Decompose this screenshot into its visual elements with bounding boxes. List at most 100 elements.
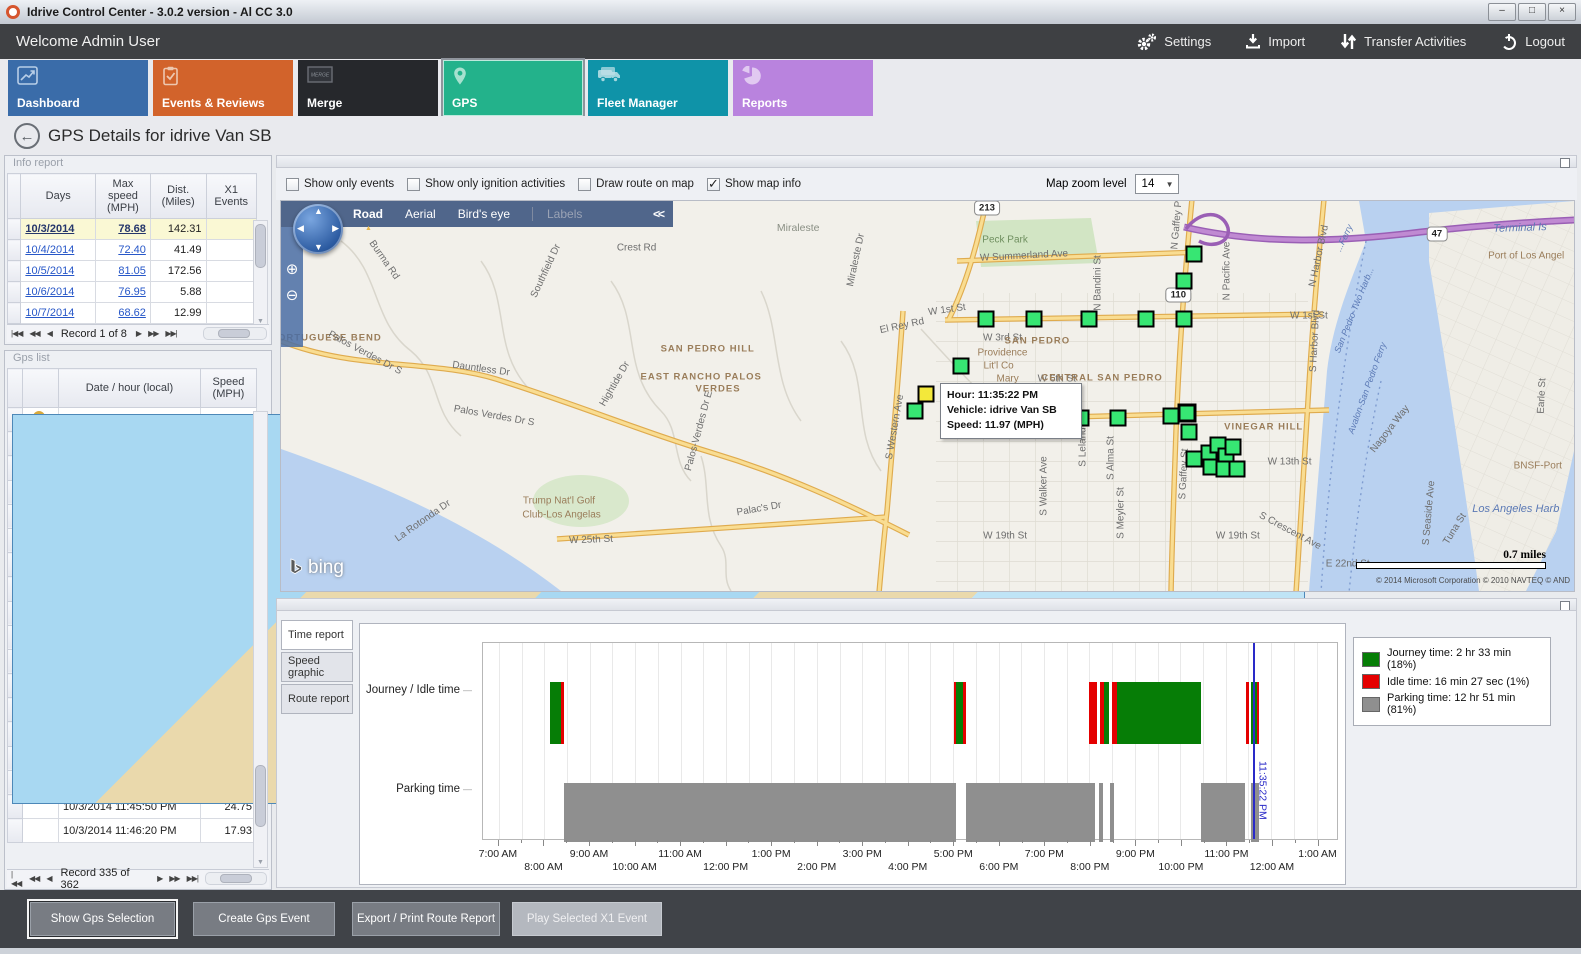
gps-point-marker[interactable]: [917, 385, 935, 403]
gps-point-marker[interactable]: [1224, 438, 1242, 456]
scroll-down-icon[interactable]: ▼: [257, 859, 264, 866]
tab-fleet-manager[interactable]: Fleet Manager: [588, 59, 728, 116]
export-print-route-report-button[interactable]: Export / Print Route Report: [352, 902, 500, 936]
checkbox-item[interactable]: Show only events: [286, 177, 394, 191]
pager-prev-button[interactable]: ◀: [46, 329, 53, 338]
tab-events-reviews[interactable]: Events & Reviews: [153, 59, 293, 116]
pager-hscrollbar[interactable]: [204, 872, 267, 885]
map-style-road[interactable]: Road: [353, 207, 383, 232]
gps-point-marker[interactable]: [1109, 409, 1127, 427]
gps-point-marker[interactable]: [1228, 460, 1246, 478]
back-button[interactable]: ←: [14, 122, 40, 149]
tab-route-report[interactable]: Route report: [281, 684, 353, 714]
day-link[interactable]: 10/6/2014: [25, 286, 75, 298]
gps-point-marker[interactable]: [952, 357, 970, 375]
pan-down-icon[interactable]: ▼: [314, 242, 323, 252]
minimize-button[interactable]: –: [1488, 3, 1516, 21]
gps-point-marker[interactable]: [906, 402, 924, 420]
checkbox-item[interactable]: Show map info: [706, 176, 801, 192]
col-days[interactable]: Days: [20, 173, 97, 219]
gps-point-marker[interactable]: [1177, 403, 1197, 423]
gps-point-marker[interactable]: [1175, 310, 1192, 328]
pager-last-button[interactable]: ▶▶|: [165, 329, 177, 338]
logout-button[interactable]: Logout: [1500, 33, 1565, 51]
tab-gps[interactable]: GPS: [441, 57, 585, 118]
pager-first-button[interactable]: |◀◀: [11, 869, 22, 888]
zoom-in-icon[interactable]: ⊕: [285, 261, 299, 278]
gps-point-marker[interactable]: [1162, 407, 1180, 425]
gps-point-marker[interactable]: [1025, 310, 1043, 328]
max-speed-link[interactable]: 72.40: [118, 244, 146, 256]
gps-point-marker[interactable]: [1137, 310, 1155, 328]
tab-dashboard[interactable]: Dashboard: [8, 59, 148, 116]
gps-list-row[interactable]: ▶ 10/3/2014 11:46:20 PM 17.93: [6, 413, 1305, 844]
checkbox-icon[interactable]: [407, 177, 421, 191]
day-link[interactable]: 10/4/2014: [25, 244, 75, 256]
info-report-scrollbar[interactable]: ▼: [253, 220, 268, 327]
checkbox-item[interactable]: Draw route on map: [578, 177, 694, 191]
gps-list-scrollbar[interactable]: ▼: [253, 411, 268, 868]
transfer-activities-button[interactable]: Transfer Activities: [1339, 33, 1466, 50]
pan-left-icon[interactable]: ◀: [297, 223, 304, 233]
col-speed[interactable]: Speed (MPH): [199, 368, 258, 408]
tab-time-report[interactable]: Time report: [281, 620, 353, 650]
gps-point-marker[interactable]: [1080, 310, 1098, 328]
maximize-button[interactable]: □: [1518, 3, 1546, 21]
settings-button[interactable]: Settings: [1135, 33, 1211, 51]
pager-first-button[interactable]: |◀◀: [11, 329, 23, 338]
day-link[interactable]: 10/3/2014: [25, 223, 75, 235]
gps-point-marker[interactable]: [1180, 423, 1198, 441]
max-speed-link[interactable]: 81.05: [118, 265, 146, 277]
max-speed-link[interactable]: 78.68: [118, 223, 146, 235]
pager-next-button[interactable]: ▶: [135, 329, 142, 338]
checkbox-item[interactable]: Show only ignition activities: [407, 177, 565, 191]
map-view[interactable]: Miraleste Peck Park W Summerland Ave Crest …: [280, 200, 1575, 592]
gps-point-marker[interactable]: [1175, 272, 1192, 290]
col-dist[interactable]: Dist. (Miles): [149, 173, 207, 219]
info-report-row[interactable]: ▶ 10/6/2014 76.95 5.88: [6, 281, 257, 303]
tab-merge[interactable]: MERGE Merge: [298, 59, 438, 116]
max-speed-link[interactable]: 68.62: [118, 307, 146, 319]
map-style-aerial[interactable]: Aerial: [405, 207, 436, 221]
day-link[interactable]: 10/5/2014: [25, 265, 75, 277]
show-gps-selection-button[interactable]: Show Gps Selection: [30, 902, 175, 936]
collapse-toolbar-icon[interactable]: <<: [652, 207, 665, 221]
map-panel-maximize-icon[interactable]: [1560, 158, 1570, 168]
day-link[interactable]: 10/7/2014: [25, 307, 75, 319]
info-report-row[interactable]: ▶ 10/7/2014 68.62 12.99: [6, 302, 257, 324]
map-pan-compass[interactable]: ▲ ▼ ◀ ▶: [293, 204, 343, 254]
pan-right-icon[interactable]: ▶: [332, 223, 339, 233]
pager-last-button[interactable]: ▶▶|: [186, 874, 199, 883]
close-button[interactable]: ×: [1548, 3, 1576, 21]
play-selected-x1-event-button[interactable]: Play Selected X1 Event: [512, 902, 662, 936]
pan-up-icon[interactable]: ▲: [314, 206, 323, 216]
pager-prevpage-button[interactable]: ◀◀: [29, 874, 40, 883]
zoom-out-icon[interactable]: ⊖: [285, 287, 299, 304]
gps-point-marker[interactable]: [977, 310, 995, 328]
tab-speed-graphic[interactable]: Speed graphic: [281, 652, 353, 682]
scroll-down-icon[interactable]: ▼: [257, 318, 264, 325]
pager-hscrollbar[interactable]: [203, 327, 267, 340]
map-style-birdseye[interactable]: Bird's eye: [457, 207, 510, 221]
checkbox-icon[interactable]: [286, 177, 299, 191]
col-max-speed[interactable]: Max speed (MPH): [95, 173, 151, 219]
tab-reports[interactable]: Reports: [733, 59, 873, 116]
checkbox-icon[interactable]: [578, 177, 592, 191]
gps-point-marker[interactable]: [1185, 450, 1203, 468]
info-report-row[interactable]: ▶ 10/4/2014 72.40 41.49: [6, 239, 257, 261]
pager-prevpage-button[interactable]: ◀◀: [29, 329, 40, 338]
col-date-hour[interactable]: Date / hour (local): [58, 368, 201, 408]
pager-nextpage-button[interactable]: ▶▶: [169, 874, 180, 883]
info-report-row[interactable]: ▶ 10/3/2014 78.68 142.31: [6, 218, 257, 240]
checkbox-icon[interactable]: [706, 176, 720, 192]
col-x1-events[interactable]: X1 Events: [205, 173, 257, 219]
pager-nextpage-button[interactable]: ▶▶: [148, 329, 159, 338]
import-button[interactable]: Import: [1245, 33, 1305, 50]
info-report-row[interactable]: ▶ 10/5/2014 81.05 172.56: [6, 260, 257, 282]
gps-point-marker[interactable]: [1185, 245, 1203, 263]
map-zoom-level-select[interactable]: 14: [1134, 174, 1179, 194]
map-style-labels[interactable]: Labels: [532, 207, 582, 221]
max-speed-link[interactable]: 76.95: [118, 286, 146, 298]
pager-prev-button[interactable]: ◀: [46, 874, 52, 883]
create-gps-event-button[interactable]: Create Gps Event: [193, 902, 335, 936]
